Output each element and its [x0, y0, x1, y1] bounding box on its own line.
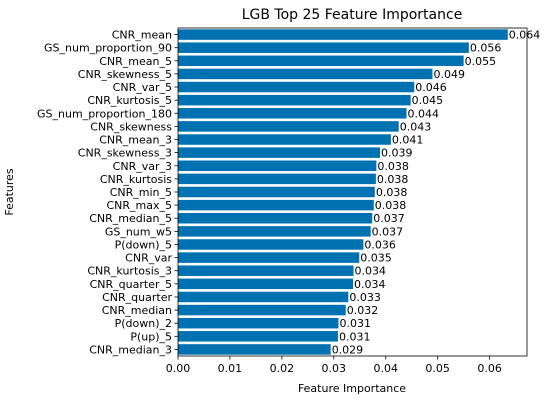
- x-tick-label: 0.00: [166, 362, 191, 375]
- y-axis-label: Features: [3, 168, 16, 216]
- bar: [178, 304, 346, 316]
- bar: [178, 134, 391, 145]
- x-tick-label: 0.02: [270, 362, 295, 375]
- plot-frame: [177, 27, 528, 357]
- bar: [178, 265, 354, 276]
- data-label: 0.031: [339, 317, 371, 330]
- bar: [178, 199, 374, 211]
- bar: [178, 173, 376, 185]
- y-tick-label: CNR_skewness: [90, 120, 172, 133]
- y-tick-label: CNR_kurtosis_5: [87, 94, 172, 107]
- y-tick-label: CNR_mean: [112, 29, 172, 42]
- bar: [178, 226, 371, 237]
- data-label: 0.041: [392, 134, 424, 147]
- bar: [178, 81, 415, 93]
- y-tick-label: CNR_var_5: [113, 81, 172, 94]
- x-tick-label: 0.06: [477, 362, 502, 375]
- data-label: 0.038: [377, 160, 409, 173]
- y-tick-label: CNR_kurtosis_3: [87, 265, 172, 278]
- data-label: 0.038: [375, 199, 407, 212]
- bar: [178, 68, 433, 80]
- bar: [178, 147, 381, 158]
- data-label: 0.038: [376, 186, 408, 199]
- y-tick-label: CNR_median: [102, 304, 172, 317]
- x-tick-label: 0.05: [425, 362, 450, 375]
- y-tick-label: CNR_skewness_5: [78, 68, 172, 81]
- y-tick-label: CNR_max_5: [106, 199, 172, 212]
- y-tick-label: CNR_median_3: [89, 343, 172, 356]
- data-label: 0.034: [355, 265, 387, 278]
- y-tick-label: GS_num_proportion_180: [37, 107, 172, 120]
- bar: [178, 121, 399, 132]
- y-tick-label: CNR_var: [125, 252, 172, 265]
- y-tick-label: CNR_mean_3: [99, 134, 172, 147]
- bar: [178, 212, 373, 224]
- bar: [178, 331, 338, 342]
- data-label: 0.038: [377, 173, 409, 186]
- bar: [178, 42, 469, 53]
- bar: [178, 278, 354, 290]
- bar: [178, 252, 360, 263]
- data-label: 0.046: [415, 81, 447, 94]
- chart-title: LGB Top 25 Feature Importance: [242, 7, 463, 23]
- x-axis-label: Feature Importance: [298, 382, 406, 395]
- y-tick-label: CNR_kurtosis: [100, 173, 172, 186]
- bar: [178, 29, 508, 40]
- data-label: 0.043: [400, 120, 432, 133]
- data-label: 0.037: [373, 212, 405, 225]
- x-tick-label: 0.04: [373, 362, 398, 375]
- data-label: 0.064: [509, 29, 541, 42]
- bar: [178, 186, 375, 198]
- y-tick-label: P(down)_5: [115, 238, 172, 251]
- y-tick-label: CNR_min_5: [110, 186, 172, 199]
- bar: [178, 108, 407, 119]
- bar: [178, 160, 377, 172]
- x-tick-label: 0.03: [322, 362, 347, 375]
- data-label: 0.034: [354, 278, 386, 291]
- data-label: 0.039: [381, 147, 413, 160]
- y-tick-label: GS_num_proportion_90: [44, 42, 172, 55]
- data-label: 0.045: [412, 94, 444, 107]
- y-tick-label: GS_num_w5: [105, 225, 172, 238]
- data-label: 0.049: [433, 68, 465, 81]
- data-label: 0.031: [339, 330, 371, 343]
- data-label: 0.044: [408, 107, 440, 120]
- y-tick-label: CNR_mean_5: [99, 55, 172, 68]
- data-label: 0.032: [347, 304, 379, 317]
- y-tick-label: P(up)_5: [130, 330, 172, 343]
- bar: [178, 344, 331, 355]
- bar: [178, 94, 411, 106]
- y-tick-label: P(down)_2: [115, 317, 172, 330]
- y-tick-label: CNR_quarter: [102, 291, 172, 304]
- data-label: 0.029: [332, 343, 364, 356]
- data-label: 0.037: [372, 225, 404, 238]
- y-tick-label: CNR_var_3: [113, 160, 172, 173]
- bar: [178, 55, 464, 67]
- data-label: 0.035: [360, 252, 392, 265]
- data-label: 0.033: [349, 291, 381, 304]
- data-label: 0.056: [470, 42, 502, 55]
- data-label: 0.055: [465, 55, 497, 68]
- plot-area: CNR_mean 0.064 GS_num_proportion_90 0.056 CN…: [37, 27, 541, 375]
- bar: [178, 291, 349, 303]
- x-tick-label: 0.01: [218, 362, 243, 375]
- y-tick-label: CNR_skewness_3: [78, 147, 172, 160]
- y-tick-label: CNR_quarter_5: [90, 278, 172, 291]
- bar: [178, 239, 364, 250]
- bar: [178, 317, 339, 329]
- y-tick-label: CNR_median_5: [89, 212, 172, 225]
- data-label: 0.036: [364, 238, 396, 251]
